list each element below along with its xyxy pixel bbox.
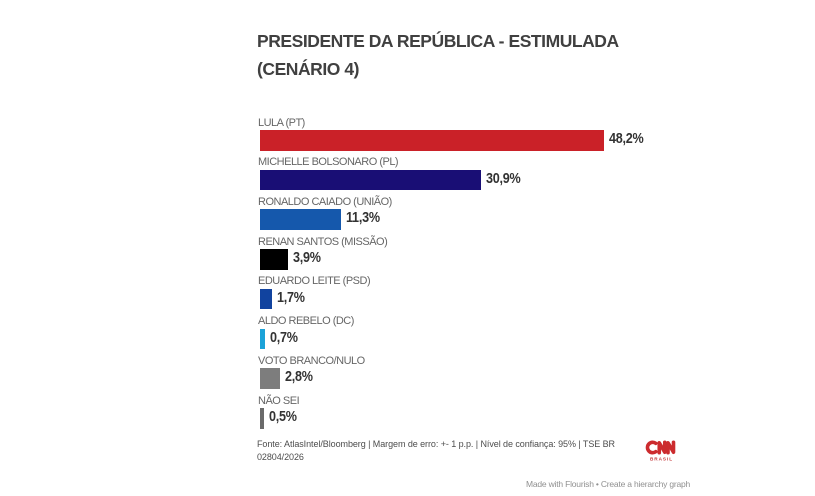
svg-text:BRASIL: BRASIL [649,456,672,461]
